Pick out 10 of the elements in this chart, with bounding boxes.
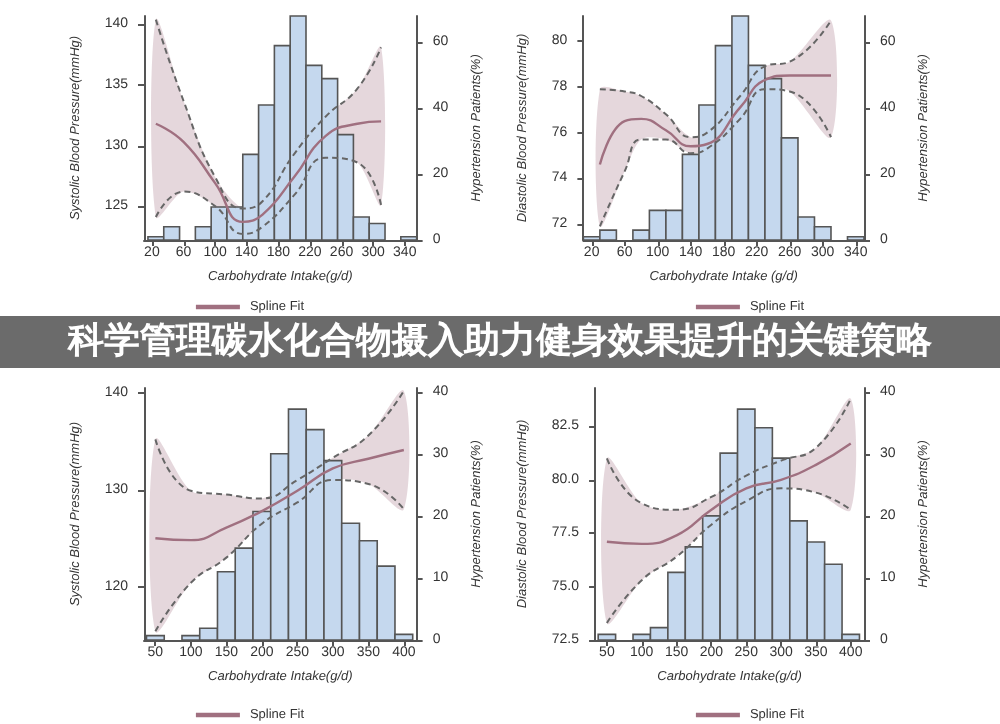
line-series xyxy=(598,74,833,166)
line-series xyxy=(154,389,405,500)
line-series xyxy=(598,19,832,139)
line-series xyxy=(154,479,405,633)
text: 科学管理碳水化合物摄入助力健身效果提升的关键策略 xyxy=(0,316,1000,368)
line-series xyxy=(605,487,852,624)
line-series xyxy=(605,442,852,546)
line-series xyxy=(154,448,406,542)
line-series xyxy=(598,88,832,228)
line-series xyxy=(605,397,852,511)
